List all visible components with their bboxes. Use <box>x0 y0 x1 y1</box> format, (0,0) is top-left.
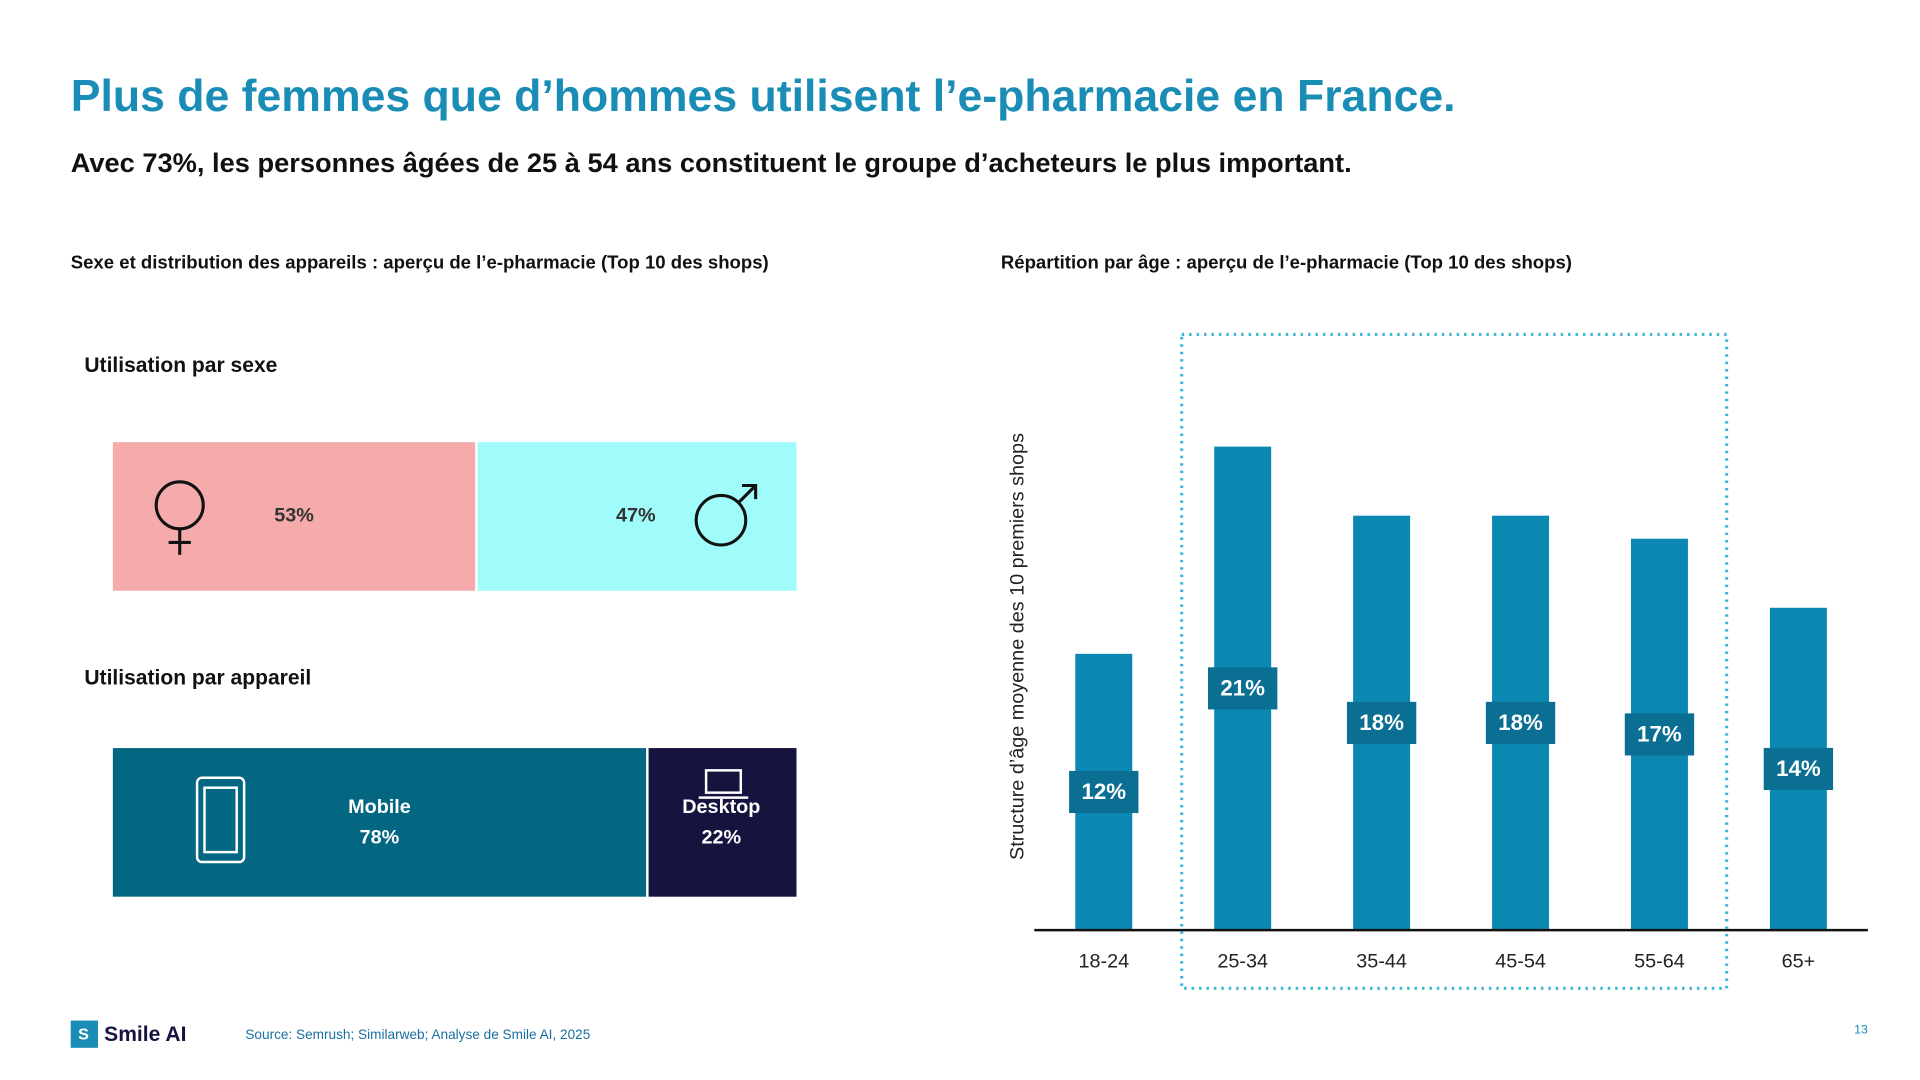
page-number: 13 <box>1854 1023 1868 1037</box>
device-icons <box>195 769 749 864</box>
x-tick-label: 18-24 <box>1078 951 1129 973</box>
source: Source: Semrush; Similarweb; Analyse de … <box>245 1027 590 1042</box>
logo-icon <box>70 1020 98 1048</box>
value-label: 12% <box>1081 779 1126 804</box>
bar-segment <box>477 442 797 591</box>
legend-label: Mobile <box>348 796 411 818</box>
x-tick-label: 45-54 <box>1495 951 1546 973</box>
value-label: 53% <box>274 505 314 527</box>
value-label-box <box>1208 667 1278 710</box>
male-icon <box>694 493 748 547</box>
slide-subtitle: Avec 73%, les personnes âgées de 25 à 54… <box>71 147 1352 178</box>
value-label-box <box>1069 770 1139 814</box>
phone-icon <box>195 776 246 864</box>
value-label-box <box>1485 701 1556 744</box>
value-label: 78% <box>360 827 400 849</box>
value-label: 18% <box>1359 710 1404 735</box>
value-label: 14% <box>1776 756 1821 781</box>
icons <box>154 480 758 555</box>
x-tick-label: 25-34 <box>1217 951 1268 973</box>
value-label-box <box>1763 747 1834 791</box>
phone-icon <box>203 786 238 854</box>
value-label: 21% <box>1220 675 1265 700</box>
value-label: 18% <box>1498 710 1543 735</box>
value-label: 47% <box>616 505 656 527</box>
logo-icon: S <box>78 1026 89 1044</box>
male-icon <box>737 483 758 504</box>
x-tick-label: 55-64 <box>1634 951 1685 973</box>
value-label-box <box>1624 713 1695 756</box>
x-tick-label: 65+ <box>1782 951 1816 973</box>
chart-title: Répartition par âge : aperçu de l’e-phar… <box>1001 252 1572 273</box>
slide-title: Plus de femmes que d’hommes utilisent l’… <box>71 72 1456 121</box>
bar-segment <box>112 748 647 897</box>
highlight-box <box>1180 332 1729 990</box>
bar-segment <box>648 748 797 897</box>
y-axis-label: Structure d’âge moyenne des 10 premiers … <box>1006 433 1028 860</box>
bar-segment <box>112 442 476 591</box>
panel-title: Sexe et distribution des appareils : ape… <box>71 252 769 273</box>
value-label: 22% <box>701 827 741 849</box>
female-icon <box>168 528 191 555</box>
chart-title: Utilisation par sexe <box>84 354 277 377</box>
x-tick-label: 35-44 <box>1356 951 1407 973</box>
logo-text: Smile AI <box>104 1023 186 1046</box>
chart-title: Utilisation par appareil <box>84 666 311 689</box>
laptop-icon <box>704 769 743 794</box>
value-label-box <box>1346 701 1417 744</box>
charts: 53% 47% Mobile 78% Desktop 22% 12% 18-24 21% 25-3… <box>112 442 1868 973</box>
legend-label: Desktop <box>682 796 760 818</box>
value-label: 17% <box>1637 722 1682 747</box>
